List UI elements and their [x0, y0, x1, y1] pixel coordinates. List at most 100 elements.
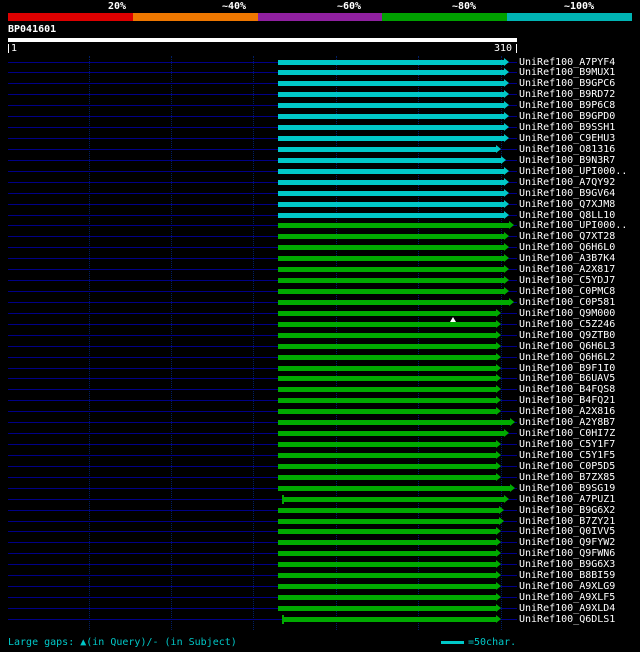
hit-label[interactable]: UniRef100_B9F1I0: [519, 362, 616, 374]
hit-label[interactable]: UniRef100_C5Y1F7: [519, 439, 616, 451]
hit-label[interactable]: UniRef100_A2X816: [519, 406, 616, 418]
hit-bar[interactable]: [278, 431, 504, 437]
hit-bar[interactable]: [278, 70, 504, 76]
hit-label[interactable]: UniRef100_O81316: [519, 143, 616, 155]
hit-bar[interactable]: [278, 179, 504, 185]
hit-label[interactable]: UniRef100_B7ZX85: [519, 471, 616, 483]
hit-label[interactable]: UniRef100_Q7XT28: [519, 231, 616, 243]
hit-label[interactable]: UniRef100_Q6H6L3: [519, 340, 616, 352]
hit-label[interactable]: UniRef100_C0P581: [519, 296, 616, 308]
hit-bar[interactable]: [278, 551, 496, 557]
hit-bar[interactable]: [278, 168, 504, 174]
hit-label[interactable]: UniRef100_A7PUZ1: [519, 493, 616, 505]
hit-label[interactable]: UniRef100_B9GPC6: [519, 78, 616, 90]
hit-bar[interactable]: [278, 92, 504, 98]
hit-label[interactable]: UniRef100_A3B7K4: [519, 253, 616, 265]
hit-label[interactable]: UniRef100_Q6H6L0: [519, 242, 616, 254]
hit-label[interactable]: UniRef100_Q7XJM8: [519, 198, 616, 210]
hit-bar[interactable]: [278, 573, 496, 579]
hit-bar[interactable]: [278, 507, 499, 513]
hit-label[interactable]: UniRef100_B4FQ21: [519, 395, 616, 407]
hit-label[interactable]: UniRef100_C9EHU3: [519, 133, 616, 144]
hit-bar[interactable]: [278, 474, 496, 480]
hit-label[interactable]: UniRef100_Q6DLS1: [519, 613, 616, 625]
hit-bar[interactable]: [278, 485, 511, 491]
hit-bar[interactable]: [278, 59, 504, 65]
hit-bar[interactable]: [278, 212, 504, 218]
hit-bar[interactable]: [283, 616, 496, 622]
hit-label[interactable]: UniRef100_B7ZY21: [519, 515, 616, 527]
hit-label[interactable]: UniRef100_B9P6C8: [519, 100, 616, 112]
hit-label[interactable]: UniRef100_B4FQS8: [519, 384, 616, 396]
hit-label[interactable]: UniRef100_Q9M000: [519, 307, 616, 319]
hit-bar[interactable]: [278, 376, 496, 382]
hit-bar[interactable]: [278, 103, 504, 109]
hit-bar[interactable]: [278, 245, 504, 251]
hit-bar[interactable]: [278, 463, 496, 469]
hit-label[interactable]: UniRef100_B9G6X2: [519, 504, 616, 516]
hit-label[interactable]: UniRef100_B9G6X3: [519, 559, 616, 571]
hit-bar[interactable]: [278, 332, 496, 338]
hit-bar[interactable]: [278, 278, 504, 284]
hit-bar[interactable]: [278, 201, 504, 207]
hit-bar[interactable]: [278, 540, 496, 546]
hit-label[interactable]: UniRef100_B9GV64: [519, 187, 616, 199]
hit-label[interactable]: UniRef100_A7QY92: [519, 176, 616, 188]
hit-label[interactable]: UniRef100_A9XLD4: [519, 603, 616, 614]
hit-bar[interactable]: [278, 190, 504, 196]
hit-label[interactable]: UniRef100_A9XLG9: [519, 581, 616, 593]
hit-bar[interactable]: [278, 398, 496, 404]
hit-label[interactable]: UniRef100_A9XLF5: [519, 592, 616, 604]
hit-label[interactable]: UniRef100_Q0IVV5: [519, 526, 616, 538]
hit-label[interactable]: UniRef100_UPI000..: [519, 220, 628, 232]
hit-label[interactable]: UniRef100_B9RD72: [519, 89, 616, 101]
hit-bar[interactable]: [278, 595, 496, 601]
hit-bar[interactable]: [278, 299, 509, 305]
hit-label[interactable]: UniRef100_B9GPD0: [519, 111, 616, 123]
hit-label[interactable]: UniRef100_C5Z246: [519, 318, 616, 330]
hit-label[interactable]: UniRef100_B8BI59: [519, 570, 616, 582]
hit-label[interactable]: UniRef100_Q9ZTB0: [519, 329, 616, 341]
hit-bar[interactable]: [278, 256, 504, 262]
hit-label[interactable]: UniRef100_C5YDJ7: [519, 275, 616, 287]
hit-bar[interactable]: [278, 136, 504, 141]
hit-label[interactable]: UniRef100_B9SSH1: [519, 122, 616, 134]
hit-bar[interactable]: [278, 387, 496, 393]
hit-bar[interactable]: [278, 289, 504, 295]
hit-bar[interactable]: [278, 606, 496, 611]
hit-bar[interactable]: [278, 125, 504, 131]
hit-bar[interactable]: [278, 146, 496, 152]
hit-label[interactable]: UniRef100_B9N3R7: [519, 154, 616, 166]
hit-bar[interactable]: [278, 114, 504, 120]
hit-bar[interactable]: [278, 310, 496, 316]
hit-bar[interactable]: [278, 223, 509, 229]
hit-label[interactable]: UniRef100_C0P5D5: [519, 460, 616, 472]
hit-bar[interactable]: [278, 234, 504, 240]
hit-bar[interactable]: [278, 420, 511, 426]
hit-label[interactable]: UniRef100_B9SG19: [519, 482, 616, 494]
hit-bar[interactable]: [278, 518, 499, 524]
hit-label[interactable]: UniRef100_Q9FWN6: [519, 548, 616, 560]
hit-bar[interactable]: [278, 529, 496, 535]
hit-bar[interactable]: [278, 267, 504, 273]
hit-label[interactable]: UniRef100_A7PYF4: [519, 56, 616, 68]
hit-bar[interactable]: [278, 452, 496, 458]
hit-bar[interactable]: [278, 343, 496, 349]
hit-bar[interactable]: [278, 81, 504, 87]
hit-label[interactable]: UniRef100_C0HI7Z: [519, 428, 616, 440]
hit-bar[interactable]: [278, 365, 496, 371]
hit-label[interactable]: UniRef100_Q9FYW2: [519, 537, 616, 549]
hit-label[interactable]: UniRef100_C5Y1F5: [519, 449, 616, 461]
hit-label[interactable]: UniRef100_A2Y8B7: [519, 417, 616, 429]
hit-bar[interactable]: [278, 442, 496, 448]
hit-label[interactable]: UniRef100_B9MUX1: [519, 67, 616, 79]
hit-bar[interactable]: [278, 409, 496, 415]
hit-bar[interactable]: [278, 584, 496, 590]
hit-bar[interactable]: [278, 354, 496, 360]
hit-label[interactable]: UniRef100_Q8LL10: [519, 209, 616, 221]
hit-bar[interactable]: [278, 562, 496, 568]
hit-bar[interactable]: [278, 157, 501, 163]
hit-bar[interactable]: [283, 496, 504, 502]
hit-label[interactable]: UniRef100_C0PMC8: [519, 286, 616, 298]
hit-label[interactable]: UniRef100_A2X817: [519, 264, 616, 276]
